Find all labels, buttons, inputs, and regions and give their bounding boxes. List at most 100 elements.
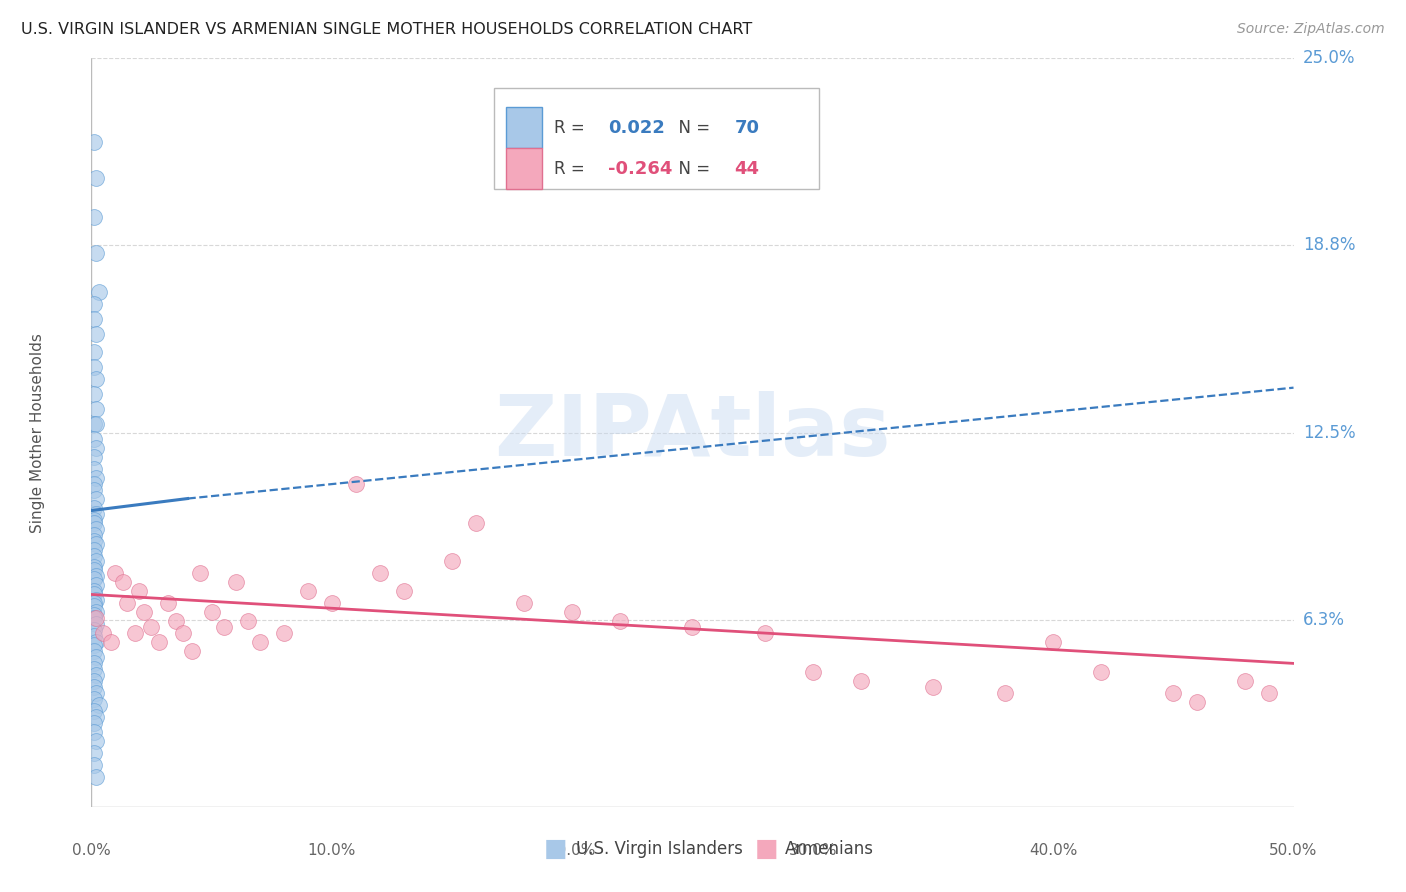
Text: Single Mother Households: Single Mother Households [30,333,45,533]
Point [83,476,105,491]
Point [104,566,127,581]
Point [83,639,105,653]
Point [368,566,391,581]
Point [84,770,107,784]
Point [100,635,122,649]
Point [83,584,105,599]
Point [83,386,105,401]
Point [83,461,105,475]
Point [83,210,105,224]
Point [84,522,107,536]
Point [83,758,105,772]
Point [801,665,824,680]
Point [83,644,105,658]
FancyBboxPatch shape [506,148,543,189]
Point [83,516,105,530]
Point [84,606,107,620]
Text: 44: 44 [734,160,759,178]
Point [148,635,170,649]
Text: 12.5%: 12.5% [1303,424,1355,442]
Point [440,554,463,568]
Point [83,629,105,643]
Text: 30.0%: 30.0% [789,843,837,858]
Text: 18.8%: 18.8% [1303,236,1355,254]
Point [83,704,105,718]
Point [561,606,583,620]
Point [297,584,319,599]
Text: 50.0%: 50.0% [1270,843,1317,858]
Point [609,615,631,629]
Point [84,417,107,431]
Point [124,626,146,640]
Text: -0.264: -0.264 [609,160,672,178]
Point [225,575,247,590]
FancyBboxPatch shape [506,107,543,148]
Text: Source: ZipAtlas.com: Source: ZipAtlas.com [1237,22,1385,37]
Point [344,476,367,491]
Point [1161,686,1184,700]
Point [513,597,536,611]
Point [83,344,105,359]
Point [83,297,105,311]
Text: R =: R = [554,160,591,178]
Point [188,566,211,581]
Point [84,569,107,583]
Point [134,606,156,620]
Point [84,536,107,550]
Point [84,593,107,607]
Point [83,662,105,676]
Point [84,710,107,724]
Point [84,470,107,484]
Point [83,608,105,623]
Point [212,620,235,634]
Text: 10.0%: 10.0% [308,843,356,858]
Point [84,326,107,341]
Point [84,507,107,521]
Point [83,599,105,614]
Point [1234,674,1257,689]
Point [83,450,105,464]
Point [994,686,1017,700]
Point [84,491,107,506]
Point [93,626,115,640]
Point [83,716,105,731]
Point [83,725,105,739]
Point [83,542,105,557]
Point [83,624,105,638]
Text: N =: N = [668,119,716,136]
Text: ZIPAtlas: ZIPAtlas [494,391,891,475]
Point [165,615,187,629]
Point [117,597,139,611]
Point [1090,665,1112,680]
Point [83,311,105,326]
Point [465,516,488,530]
Point [83,560,105,574]
Text: 25.0%: 25.0% [1303,49,1355,67]
Point [236,615,259,629]
Point [84,170,107,185]
Point [83,674,105,689]
Point [83,573,105,587]
Point [1042,635,1064,649]
Text: ■: ■ [544,838,567,861]
Text: 20.0%: 20.0% [548,843,596,858]
Point [83,681,105,695]
Point [84,650,107,665]
Point [157,597,180,611]
Point [83,692,105,706]
Point [84,554,107,568]
Point [172,626,194,640]
Point [84,635,107,649]
Text: U.S. VIRGIN ISLANDER VS ARMENIAN SINGLE MOTHER HOUSEHOLDS CORRELATION CHART: U.S. VIRGIN ISLANDER VS ARMENIAN SINGLE … [21,22,752,37]
Point [83,359,105,374]
Point [249,635,271,649]
Point [84,668,107,682]
Point [83,747,105,761]
Point [201,606,224,620]
Point [111,575,134,590]
Point [84,441,107,455]
Point [83,611,105,625]
Point [84,611,107,625]
Text: 70: 70 [734,119,759,136]
Point [83,135,105,149]
